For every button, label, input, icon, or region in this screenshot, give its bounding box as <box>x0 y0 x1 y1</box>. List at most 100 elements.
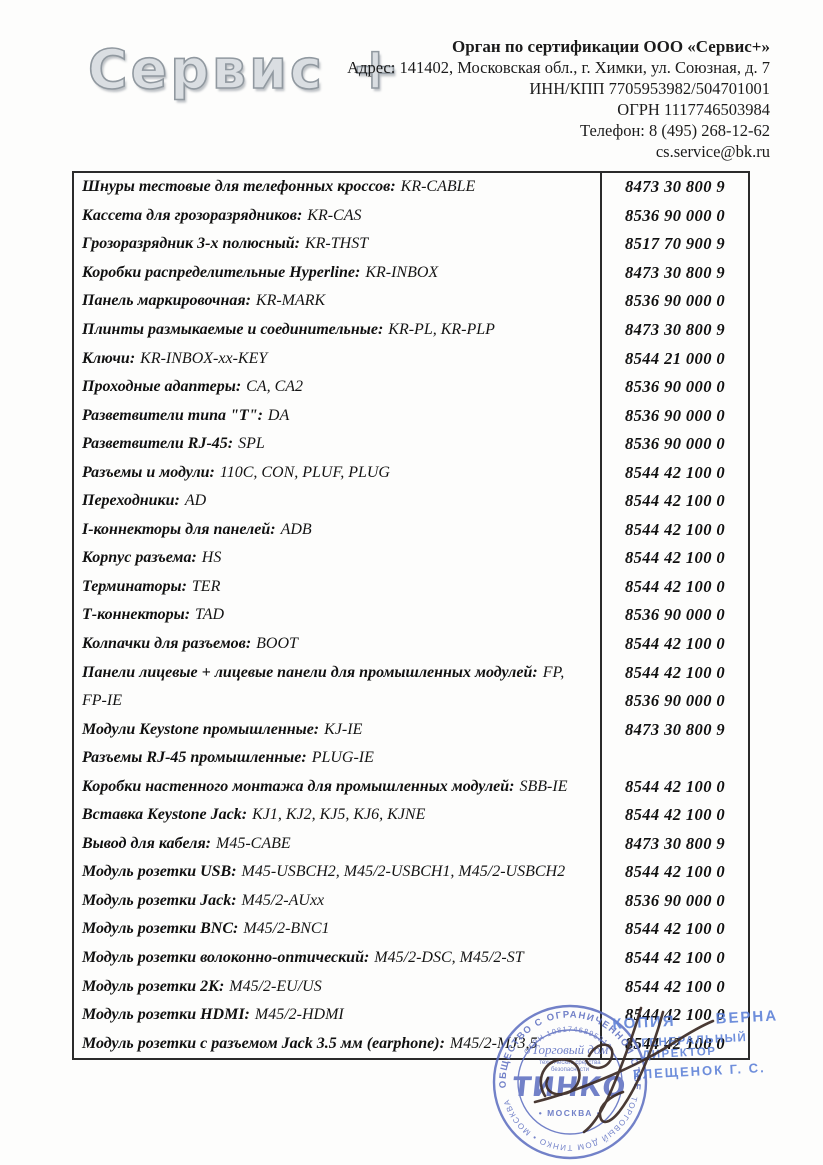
org-inn-kpp: ИНН/КПП 7705953982/504701001 <box>529 79 770 98</box>
product-label: Грозоразрядник 3-х полюсный: <box>82 235 300 253</box>
product-codes: KR-PL, KR-PLP <box>388 321 495 338</box>
table-row: I-коннекторы для панелей: ADB 8544 42 10… <box>74 515 748 545</box>
product-codes: SBB-IE <box>519 777 568 795</box>
hs-code: 8544 42 100 0 <box>624 776 726 796</box>
product-label: Модуль розетки USB: <box>82 863 237 881</box>
round-seal-stamp: ОБЩЕСТВО С ОГРАНИЧЕННОЙ ОТВЕТСТВЕННОСТЬЮ… <box>492 1004 648 1160</box>
table-row: Шнуры тестовые для телефонных кроссов: K… <box>74 173 748 202</box>
product-codes: TER <box>191 577 221 595</box>
table-row: Терминаторы: TER 8544 42 100 0 <box>74 572 748 602</box>
product-label: Модуль розетки Jack: <box>82 891 237 909</box>
hs-code: 8536 90 000 0 <box>624 405 726 425</box>
hs-code-cell: 8544 21 000 0 <box>600 344 748 373</box>
hs-code: 8473 30 800 9 <box>624 177 726 197</box>
product-label: Кассета для грозоразрядников: <box>82 206 303 224</box>
hs-code: 8544 42 100 0 <box>624 805 726 825</box>
product-codes: KJ-IE <box>324 720 363 738</box>
product-label: Модуль розетки волоконно-оптический: <box>82 949 370 967</box>
logo-plus-glyph: + <box>350 33 403 103</box>
product-label: Ключи: <box>82 349 136 367</box>
product-label: Модуль розетки BNC: <box>82 920 239 938</box>
hs-code-cell: 8473 30 800 9 <box>600 258 748 288</box>
product-codes: M45/2-AUxx <box>241 891 325 909</box>
hs-code: 8544 42 100 0 <box>624 462 726 482</box>
product-description-cell: Модуль розетки HDMI: M45/2-HDMI <box>74 1001 600 1030</box>
product-codes: M45-CABE <box>216 834 291 852</box>
product-codes: CA, CA2 <box>246 378 304 396</box>
hs-code: 8544 42 100 0 <box>624 948 726 968</box>
hs-code: 8544 42 100 0 <box>624 491 726 511</box>
hs-code: 8473 30 800 9 <box>624 320 726 339</box>
product-description-cell: FP-IE <box>74 687 600 716</box>
product-label: Коробки распределительные Hyperline: <box>82 263 361 281</box>
hs-code: 8536 90 000 0 <box>624 205 726 225</box>
table-row: Модуль розетки с разъемом Jack 3.5 мм (e… <box>74 1029 748 1058</box>
hs-code: 8517 70 900 9 <box>624 234 726 254</box>
product-label: Вставка Keystone Jack: <box>82 806 248 824</box>
table-row: Разветвители типа "Т": DA 8536 90 000 0 <box>74 401 748 430</box>
table-row: Панели лицевые + лицевые панели для пром… <box>74 658 748 687</box>
handwritten-signature <box>533 1006 715 1134</box>
product-codes: PLUG-IE <box>311 749 374 767</box>
company-logo: Сервис + <box>87 33 403 103</box>
product-label: Колпачки для разъемов: <box>82 635 252 653</box>
table-row: Разъемы RJ-45 промышленные: PLUG-IE <box>74 743 748 773</box>
product-description-cell: Проходные адаптеры: CA, CA2 <box>74 373 600 402</box>
product-description-cell: Шнуры тестовые для телефонных кроссов: K… <box>74 173 600 202</box>
seal-moscow-text: • МОСКВА • <box>539 1108 602 1118</box>
product-table-body: Шнуры тестовые для телефонных кроссов: K… <box>74 173 748 1058</box>
product-description-cell: Коробки распределительные Hyperline: KR-… <box>74 259 600 288</box>
product-label: I-коннекторы для панелей: <box>82 520 276 538</box>
table-row: Вставка Keystone Jack: KJ1, KJ2, KJ5, KJ… <box>74 801 748 830</box>
hs-code: 8544 42 100 0 <box>624 862 726 882</box>
hs-code: 8473 30 800 9 <box>624 719 726 739</box>
product-description-cell: Кассета для грозоразрядников: KR-CAS <box>74 202 600 231</box>
table-row: Коробки распределительные Hyperline: KR-… <box>74 258 748 288</box>
product-description-cell: I-коннекторы для панелей: ADB <box>74 516 600 545</box>
hs-code-cell: 8544 42 100 0 <box>600 658 748 687</box>
product-description-cell: Коробки настенного монтажа для промышлен… <box>74 772 600 801</box>
table-row: Плинты размыкаемые и соединительные: KR-… <box>74 315 748 345</box>
product-codes: KR-CABLE <box>400 178 476 196</box>
product-label: Разветвители типа "Т": <box>82 406 263 424</box>
product-label: Панели лицевые + лицевые панели для пром… <box>82 663 538 681</box>
product-codes: M45/2-EU/US <box>229 977 322 995</box>
product-codes: M45/2-MJ3,5 <box>449 1034 538 1052</box>
hs-code: 8544 42 100 0 <box>624 976 726 996</box>
product-description-cell: Разветвители типа "Т": DA <box>74 401 600 430</box>
product-codes: KR-CAS <box>307 206 362 224</box>
hs-code-cell: 8536 90 000 0 <box>600 686 748 716</box>
product-description-cell: Колпачки для разъемов: BOOT <box>74 630 600 659</box>
table-row: Модуль розетки Jack: M45/2-AUxx 8536 90 … <box>74 886 748 916</box>
product-codes: KR-INBOX <box>365 263 439 281</box>
org-ogrn: ОГРН 1117746503984 <box>617 100 770 119</box>
product-codes: AD <box>184 492 207 510</box>
product-description-cell: Т-коннекторы: TAD <box>74 601 600 630</box>
product-codes: KR-INBOX-xx-KEY <box>140 349 268 367</box>
product-label: Шнуры тестовые для телефонных кроссов: <box>82 178 396 196</box>
product-label: Т-коннекторы: <box>82 606 191 624</box>
product-label: Панель маркировочная: <box>82 292 251 310</box>
table-row: Модуль розетки волоконно-оптический: M45… <box>74 943 748 973</box>
table-row: Коробки настенного монтажа для промышлен… <box>74 772 748 802</box>
table-row: Модуль розетки BNC: M45/2-BNC1 8544 42 1… <box>74 915 748 944</box>
seal-center-line3: безопасности <box>551 1067 589 1073</box>
hs-code-cell: 8473 30 800 9 <box>600 315 748 345</box>
product-codes: ADB <box>280 520 312 538</box>
hs-code-cell: 8544 42 100 0 <box>600 801 748 830</box>
hs-code-cell: 8536 90 000 0 <box>600 886 748 916</box>
product-description-cell: Панель маркировочная: KR-MARK <box>74 287 600 316</box>
hs-code: 8544 21 000 0 <box>624 348 726 368</box>
product-label: Корпус разъема: <box>82 549 197 567</box>
product-codes: M45-USBCH2, M45/2-USBCH1, M45/2-USBCH2 <box>241 863 566 881</box>
hs-code-cell: 8544 42 100 0 <box>600 772 748 802</box>
hs-code-cell: 8517 70 900 9 <box>600 230 748 259</box>
product-codes: DA <box>267 406 290 424</box>
hs-code-cell: 8544 42 100 0 <box>600 629 748 659</box>
product-codes: SPL <box>238 435 265 453</box>
table-row: Модуль розетки HDMI: M45/2-HDMI 8544 42 … <box>74 1000 748 1030</box>
table-row: Модуль розетки 2К: M45/2-EU/US 8544 42 1… <box>74 972 748 1001</box>
logo-text: Сервис <box>87 37 325 102</box>
product-description-cell: Панели лицевые + лицевые панели для пром… <box>74 658 600 687</box>
product-label: Модуль розетки HDMI: <box>82 1006 250 1024</box>
